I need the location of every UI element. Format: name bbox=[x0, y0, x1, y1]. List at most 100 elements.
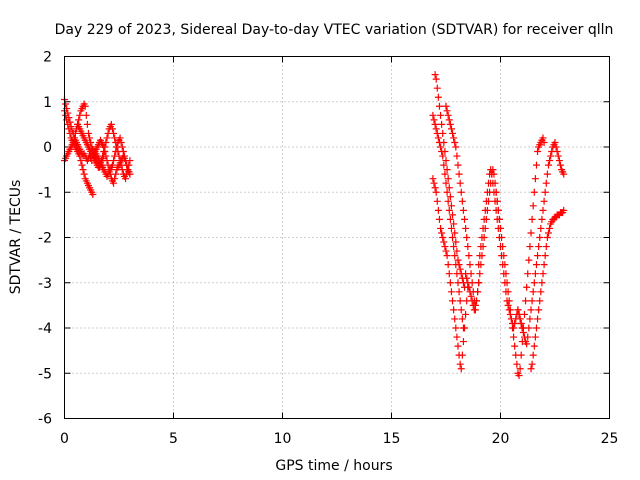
data-point bbox=[452, 324, 460, 332]
data-point bbox=[516, 365, 524, 373]
data-point bbox=[450, 306, 458, 314]
data-point bbox=[457, 365, 465, 373]
data-point bbox=[455, 288, 463, 296]
data-point bbox=[454, 161, 462, 169]
x-tick-labels: 0 5 10 15 20 25 bbox=[60, 431, 618, 447]
data-point bbox=[431, 120, 439, 128]
data-point bbox=[483, 188, 491, 196]
data-point bbox=[551, 138, 559, 146]
data-point bbox=[455, 170, 463, 178]
data-point bbox=[531, 333, 539, 341]
data-point bbox=[433, 84, 441, 92]
data-point bbox=[439, 234, 447, 241]
data-point bbox=[64, 120, 72, 128]
data-point bbox=[466, 261, 474, 269]
data-point bbox=[532, 261, 540, 269]
data-point bbox=[515, 310, 523, 318]
data-point bbox=[116, 134, 124, 142]
data-point bbox=[450, 243, 458, 251]
y-tick-labels: -6 -5 -4 -3 -2 -1 0 1 2 bbox=[38, 50, 52, 428]
data-point bbox=[538, 215, 546, 223]
data-point bbox=[437, 224, 445, 232]
data-point bbox=[439, 152, 447, 160]
data-point bbox=[62, 100, 70, 108]
data-point bbox=[459, 338, 467, 346]
data-point bbox=[117, 138, 125, 146]
data-point bbox=[536, 297, 544, 305]
data-point bbox=[534, 315, 542, 323]
data-point bbox=[443, 107, 451, 115]
data-point bbox=[112, 170, 120, 178]
data-point bbox=[462, 270, 470, 278]
data-point bbox=[444, 261, 452, 269]
data-point bbox=[514, 306, 522, 314]
data-point bbox=[446, 279, 454, 287]
data-point bbox=[534, 148, 542, 156]
data-point bbox=[429, 111, 437, 119]
data-point bbox=[118, 143, 126, 151]
data-point bbox=[451, 138, 459, 146]
data-point bbox=[530, 188, 538, 196]
data-point bbox=[547, 152, 555, 160]
chart-title: Day 229 of 2023, Sidereal Day-to-day VTE… bbox=[55, 22, 614, 38]
data-point bbox=[444, 111, 452, 119]
data-point bbox=[451, 252, 459, 260]
data-point bbox=[456, 265, 464, 273]
data-point bbox=[112, 148, 120, 156]
data-point bbox=[76, 111, 84, 119]
data-point bbox=[471, 301, 479, 309]
data-point bbox=[432, 125, 440, 133]
y-tick-label: 0 bbox=[43, 140, 52, 156]
data-point bbox=[500, 252, 508, 260]
data-point bbox=[440, 138, 448, 146]
data-point bbox=[480, 215, 488, 223]
data-point bbox=[457, 306, 465, 314]
data-point bbox=[513, 360, 521, 368]
data-point bbox=[451, 315, 459, 323]
data-point bbox=[119, 148, 127, 156]
data-point bbox=[488, 170, 496, 178]
data-point bbox=[438, 229, 446, 237]
data-point bbox=[539, 270, 547, 278]
x-tick-label: 20 bbox=[492, 431, 510, 447]
data-point bbox=[430, 116, 438, 124]
data-point bbox=[122, 157, 130, 165]
data-point bbox=[108, 161, 116, 169]
data-point bbox=[546, 224, 554, 232]
data-point bbox=[445, 206, 453, 214]
data-point bbox=[449, 234, 457, 241]
data-point bbox=[463, 274, 471, 282]
plot-frame bbox=[64, 56, 610, 419]
y-tick-label: -4 bbox=[38, 321, 52, 337]
data-point bbox=[445, 270, 453, 278]
data-point bbox=[539, 206, 547, 214]
data-point bbox=[435, 215, 443, 223]
data-point bbox=[438, 120, 446, 128]
data-point bbox=[464, 279, 472, 287]
data-point bbox=[82, 111, 90, 119]
data-point bbox=[517, 351, 525, 359]
data-point bbox=[458, 197, 466, 205]
data-point bbox=[431, 184, 439, 192]
data-point bbox=[440, 161, 448, 169]
data-point bbox=[447, 224, 455, 232]
data-point bbox=[492, 188, 500, 196]
data-point bbox=[111, 175, 119, 183]
data-point bbox=[467, 292, 475, 300]
data-point bbox=[107, 120, 115, 128]
data-point bbox=[447, 202, 455, 210]
data-point bbox=[434, 134, 442, 142]
data-point bbox=[530, 342, 538, 350]
data-point bbox=[555, 157, 563, 165]
data-point bbox=[456, 297, 464, 305]
data-point bbox=[524, 333, 532, 341]
data-point bbox=[541, 188, 549, 196]
data-point bbox=[444, 197, 452, 205]
data-point bbox=[515, 372, 523, 380]
data-point bbox=[81, 102, 89, 110]
data-point bbox=[450, 134, 458, 142]
data-point bbox=[449, 297, 457, 305]
data-point bbox=[526, 315, 534, 323]
data-point bbox=[456, 360, 464, 368]
data-point bbox=[493, 197, 501, 205]
